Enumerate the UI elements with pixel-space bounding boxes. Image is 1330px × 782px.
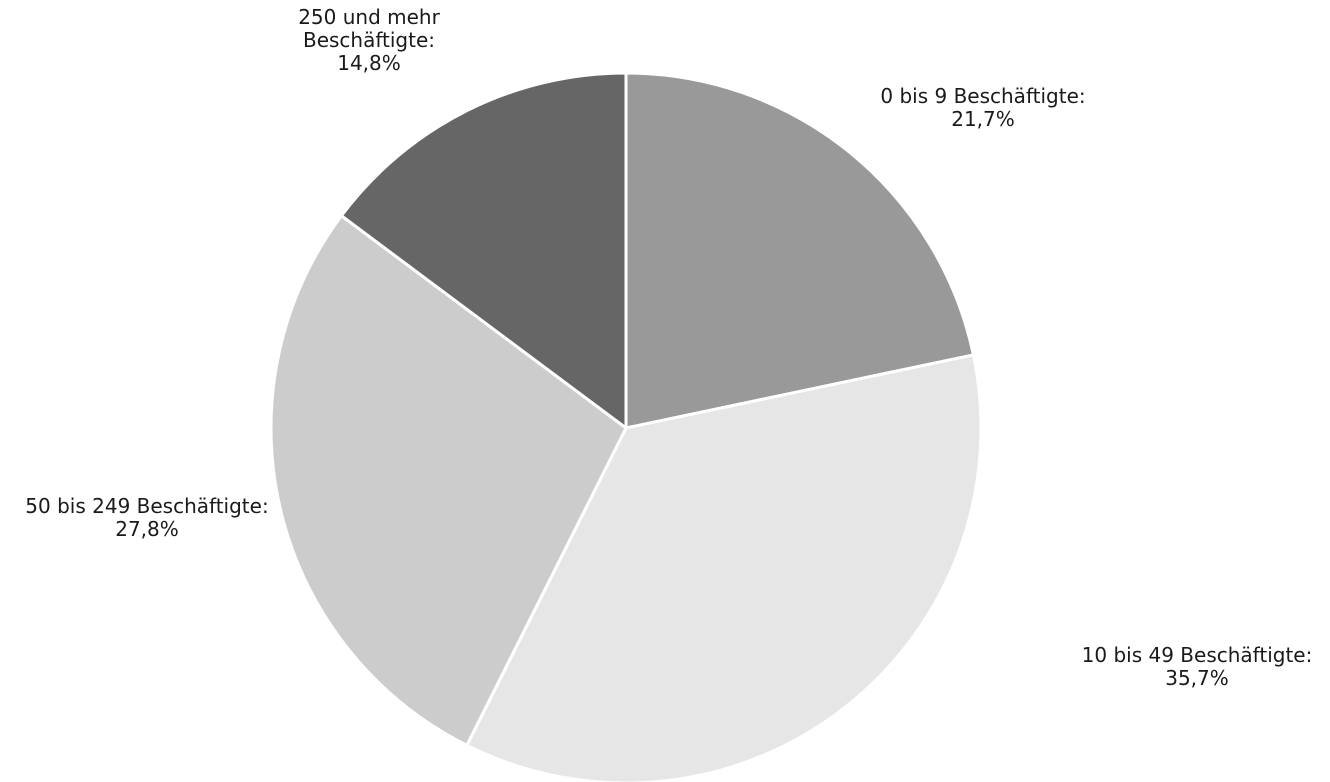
pie-slice-label: 0 bis 9 Beschäftigte: 21,7% [880,84,1085,131]
pie-labels: 0 bis 9 Beschäftigte: 21,7% 10 bis 49 Besc… [25,5,1312,690]
pie-slice [624,71,975,430]
pie-slice-label: 50 bis 249 Beschäftigte: 27,8% [25,494,268,541]
pie-slice-label: 250 und mehr Beschäftigte: 14,8% [298,5,440,75]
pie-slice [339,71,628,430]
pie-slice-label: 10 bis 49 Beschäftigte: 35,7% [1082,643,1313,690]
pie-slices [269,71,983,782]
pie-slice [269,214,628,747]
pie-slice [465,353,983,782]
